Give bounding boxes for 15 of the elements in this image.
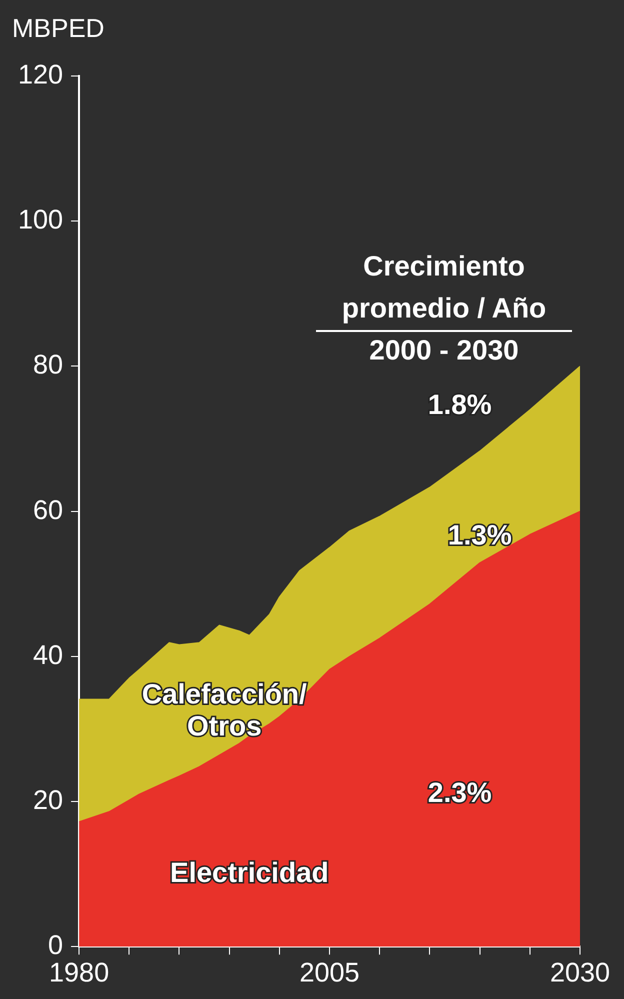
y-tick-label: 60	[33, 494, 64, 525]
annotation: 2.3%	[428, 776, 492, 808]
y-tick-label: 20	[33, 784, 64, 815]
series-label: Calefacción/ Otros	[142, 678, 308, 742]
y-tick-label: 100	[18, 204, 64, 235]
y-axis-title: MBPED	[12, 13, 104, 44]
y-tick-label: 120	[18, 59, 64, 90]
annotation: Crecimiento promedio / Año 2000 - 2030	[342, 250, 546, 366]
x-tick-label: 2030	[550, 957, 610, 988]
annotation: 1.8%	[428, 388, 492, 420]
annotation: 1.3%	[448, 519, 512, 550]
x-tick-label: 2005	[299, 957, 360, 988]
y-tick-label: 80	[33, 350, 64, 380]
series-label: Electricidad	[170, 856, 329, 888]
y-tick-label: 40	[33, 640, 64, 670]
